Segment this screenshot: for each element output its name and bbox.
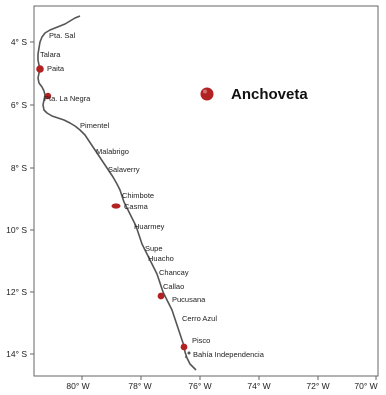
place-label-talara: Talara bbox=[40, 50, 61, 59]
map-frame bbox=[33, 5, 379, 377]
lat-label-8s: 8° S bbox=[11, 163, 27, 173]
lat-label-14s: 14° S bbox=[6, 349, 27, 359]
lat-label-12s: 12° S bbox=[6, 287, 27, 297]
lon-label-80w: 80° W bbox=[66, 381, 89, 390]
longitude-labels: 80° W 78° W 76° W 74° W 72° W 70° W bbox=[66, 381, 377, 391]
place-label-huacho: Huacho bbox=[148, 254, 174, 263]
anchoveta-markers bbox=[36, 65, 188, 351]
place-label-pta-sal: Pta. Sal bbox=[49, 31, 76, 40]
place-label-chimbote: Chimbote bbox=[122, 191, 154, 200]
lon-label-70w: 70° W bbox=[354, 381, 377, 390]
axis-ticks bbox=[30, 41, 377, 380]
lon-label-74w: 74° W bbox=[247, 381, 270, 390]
lat-label-4s: 4° S bbox=[11, 37, 27, 47]
place-label-casma: Casma bbox=[124, 202, 149, 211]
place-label-chancay: Chancay bbox=[159, 268, 189, 277]
lon-label-76w: 76° W bbox=[188, 381, 211, 390]
place-label-cerro-azul: Cerro Azul bbox=[182, 314, 217, 323]
place-label-pta-la-negra: Pta. La Negra bbox=[44, 94, 91, 103]
place-label-salaverry: Salaverry bbox=[108, 165, 140, 174]
place-label-callao: Callao bbox=[163, 282, 184, 291]
place-label-pisco: Pisco bbox=[192, 336, 210, 345]
anchoveta-marker-paita bbox=[36, 65, 44, 73]
anchoveta-marker-callao bbox=[157, 292, 165, 300]
place-label-malabrigo: Malabrigo bbox=[96, 147, 129, 156]
lat-label-10s: 10° S bbox=[6, 225, 27, 235]
place-labels: Pta. Sal Talara Paita Pta. La Negra Pime… bbox=[40, 31, 265, 359]
place-label-bahia-independencia: Bahía Independencia bbox=[193, 350, 265, 359]
latitude-labels: 4° S 6° S 8° S 10° S 12° S 14° S bbox=[6, 37, 27, 359]
anchoveta-marker-la-negra bbox=[44, 92, 52, 100]
place-label-paita: Paita bbox=[47, 64, 65, 73]
lat-label-6s: 6° S bbox=[11, 100, 27, 110]
lon-label-72w: 72° W bbox=[306, 381, 329, 390]
legend-marker bbox=[200, 87, 214, 101]
island bbox=[187, 351, 191, 355]
coastline bbox=[37, 15, 197, 371]
island bbox=[185, 356, 187, 358]
place-label-huarmey: Huarmey bbox=[134, 222, 165, 231]
place-label-pimentel: Pimentel bbox=[80, 121, 110, 130]
place-label-supe: Supe bbox=[145, 244, 163, 253]
legend: Anchoveta bbox=[200, 86, 308, 103]
anchoveta-marker-chimbote bbox=[111, 203, 121, 209]
legend-marker-highlight bbox=[203, 89, 207, 94]
place-label-pucusana: Pucusana bbox=[172, 295, 206, 304]
legend-label: Anchoveta bbox=[231, 86, 308, 103]
lon-label-78w: 78° W bbox=[128, 381, 151, 390]
anchoveta-marker-pisco bbox=[180, 343, 188, 351]
